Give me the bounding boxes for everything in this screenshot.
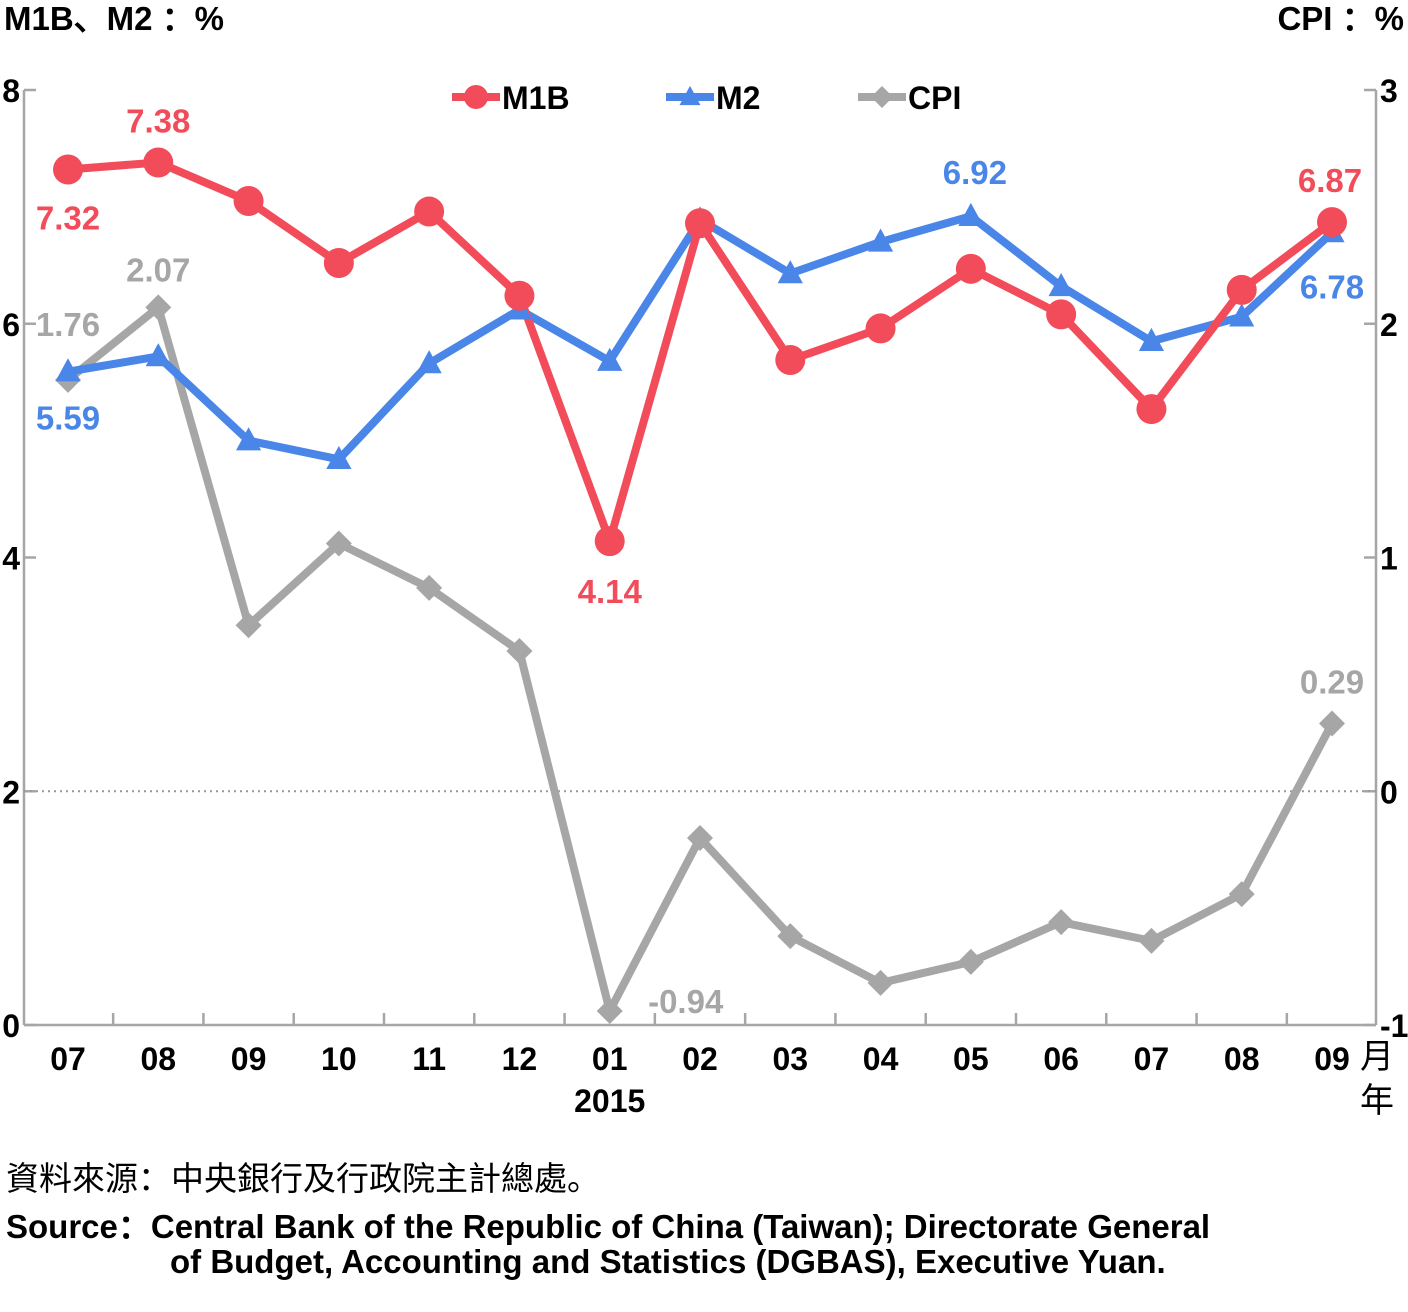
x-axis-tick-label: 12 [502,1041,538,1077]
m2-point [1048,272,1074,297]
legend-m1b-label: M1B [502,80,570,116]
left-axis-tick-label: 8 [2,73,20,109]
m1b-point [1046,299,1077,330]
cpi-point [1228,881,1255,908]
x-axis-tick-label: 01 [592,1041,628,1077]
right-axis-label: CPI ：% [1277,0,1404,37]
m1b-point [323,247,354,278]
m2-point [235,427,262,451]
left-axis-tick-label: 4 [2,541,20,577]
x-axis-tick-label: 08 [1224,1041,1260,1077]
cpi-point [1138,927,1165,954]
cpi-point [145,294,172,321]
legend-m2-label: M2 [716,80,760,116]
m2-point [777,260,803,284]
source-chinese: 資料來源：中央銀行及行政院主計總處。 [6,1160,600,1197]
x-axis-tick-label: 02 [682,1041,718,1077]
x-axis-tick-label: 04 [863,1041,899,1077]
x-axis-unit-month: 月 [1360,1037,1394,1077]
m1b-point [53,154,83,185]
m2-point [867,228,894,252]
left-axis-label: M1B、M2 ：% [4,0,224,37]
legend-cpi-label: CPI [908,80,961,116]
m1b-point [1136,394,1167,425]
cpi-point [325,530,352,557]
legend-m2-marker [679,85,701,106]
m1b-point [1317,207,1347,238]
x-axis-unit-year: 年 [1360,1081,1394,1121]
source-english-line2: of Budget, Accounting and Statistics (DG… [170,1243,1166,1280]
m1b-point [143,147,174,178]
cpi-point [1319,710,1345,737]
cpi-data-label: 1.76 [36,306,100,343]
m2-point [145,343,171,367]
m2-point [958,202,984,226]
m2-data-label: 6.92 [943,154,1007,191]
m1b-point [233,186,264,217]
m2-point [326,445,352,470]
x-axis-tick-label: 06 [1043,1041,1079,1077]
m1b-point [414,196,445,227]
source-english-line1: Source：Central Bank of the Republic of C… [6,1208,1211,1245]
cpi-point [596,997,623,1024]
legend-m1b-marker [464,85,488,109]
m1b-data-label: 7.38 [126,102,190,139]
x-axis-tick-label: 05 [953,1041,989,1077]
x-axis-tick-label: 07 [1134,1041,1170,1077]
right-axis-tick-label: 0 [1380,774,1398,810]
m2-data-label: 6.78 [1300,269,1364,306]
year-label: 2015 [574,1083,645,1119]
x-axis-tick-label: 09 [1314,1041,1350,1077]
x-axis-tick-label: 09 [231,1041,267,1077]
cpi-point [957,948,984,975]
m1b-data-label: 4.14 [578,573,643,610]
m1b-point [955,253,986,284]
left-axis-tick-label: 2 [2,774,20,810]
m1b-point [775,344,806,375]
x-axis-tick-label: 03 [772,1041,808,1077]
cpi-point [235,612,262,639]
left-axis-tick-label: 0 [2,1008,20,1044]
cpi-data-label: 0.29 [1300,663,1364,700]
legend-cpi-marker [871,86,893,108]
x-axis-tick-label: 08 [140,1041,176,1077]
cpi-point [416,574,443,601]
right-axis-tick-label: 1 [1380,541,1398,577]
left-axis-tick-label: 6 [2,307,20,343]
m2-point [1138,327,1165,352]
cpi-point [867,969,894,996]
m1b-point [504,280,535,311]
right-axis-tick-label: -1 [1380,1008,1408,1044]
m1b-point [865,313,896,344]
m1b-data-label: 7.32 [36,199,100,236]
m1b-point [685,208,715,239]
m2-data-label: 5.59 [36,400,100,437]
right-axis-tick-label: 3 [1380,73,1398,109]
cpi-data-label: -0.94 [648,983,724,1020]
x-axis-tick-label: 07 [50,1041,86,1077]
m2-point [416,350,442,374]
m2-series-line [67,212,1335,464]
x-axis-tick-label: 10 [321,1041,357,1077]
m2-point [55,358,81,382]
m2-point [597,347,623,371]
m1b-point [1226,274,1257,305]
m1b-point [594,526,625,557]
cpi-point [777,923,804,950]
right-axis-tick-label: 2 [1380,307,1398,343]
cpi-point [1048,909,1075,936]
m1b-data-label: 6.87 [1298,162,1362,199]
cpi-point [687,825,713,851]
cpi-point [506,638,533,664]
x-axis-tick-label: 11 [412,1041,446,1077]
cpi-data-label: 2.07 [126,251,190,288]
m2-point [1229,303,1255,327]
